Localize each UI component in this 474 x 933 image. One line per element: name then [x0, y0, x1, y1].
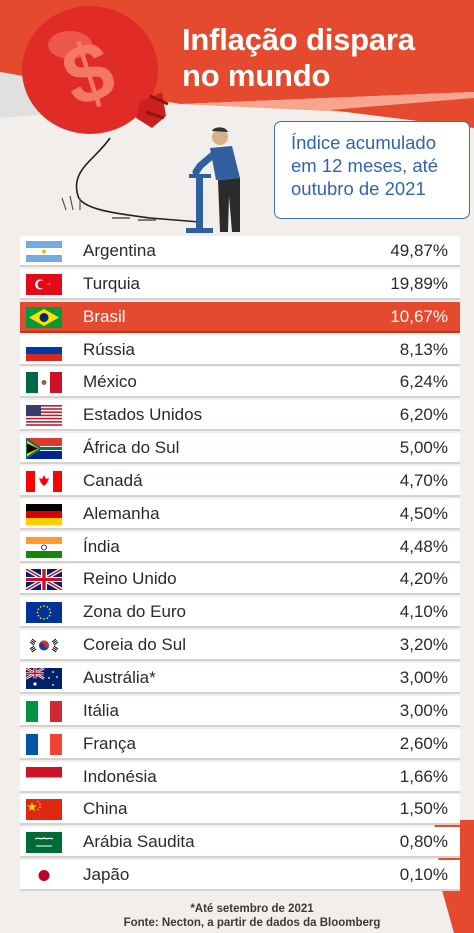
table-row: Canadá 4,70%	[20, 465, 460, 497]
subtitle-line-3: outubro de 2021	[291, 178, 426, 199]
balloon-icon: $	[22, 6, 169, 134]
inflation-value: 4,50%	[399, 503, 448, 523]
table-row: Reino Unido 4,20%	[20, 564, 460, 596]
saudi-arabia-flag-icon	[26, 832, 62, 854]
table-row: França 2,60%	[20, 728, 460, 760]
title-line-2: no mundo	[182, 58, 331, 93]
argentina-flag-icon	[26, 241, 62, 262]
title-line-1: Inflação dispara	[182, 22, 415, 57]
table-row: China 1,50%	[20, 794, 460, 826]
country-name: Indonésia	[83, 766, 157, 786]
country-name: Coreia do Sul	[83, 635, 187, 655]
country-name: Itália	[83, 700, 119, 720]
inflation-value: 5,00%	[399, 438, 448, 458]
country-name: Japão	[83, 865, 130, 885]
inflation-value: 4,20%	[399, 569, 448, 589]
russia-flag-icon	[26, 339, 62, 361]
table-row: Coreia do Sul 3,20%	[20, 630, 460, 662]
table-row: Turquia 19,89%	[20, 268, 460, 300]
country-name: Índia	[83, 536, 120, 556]
germany-flag-icon	[26, 503, 62, 525]
italy-flag-icon	[26, 700, 62, 722]
table-row: Estados Unidos 6,20%	[20, 400, 460, 432]
inflation-value: 3,00%	[399, 700, 448, 720]
turkey-flag-icon	[26, 273, 62, 295]
country-name: Reino Unido	[83, 569, 177, 589]
table-row: Austrália* 3,00%	[20, 662, 460, 694]
brazil-flag-icon	[26, 306, 62, 328]
inflation-value: 1,50%	[399, 799, 448, 819]
inflation-value: 6,20%	[399, 405, 448, 425]
table-row: Zona do Euro 4,10%	[20, 597, 460, 629]
man-icon	[192, 127, 240, 232]
table-row: Indonésia 1,66%	[20, 761, 460, 793]
table-row: México 6,24%	[20, 367, 460, 399]
country-name: Argentina	[83, 241, 156, 260]
inflation-value: 0,10%	[399, 865, 448, 885]
inflation-value: 1,66%	[399, 766, 448, 786]
inflation-value: 10,67%	[390, 306, 448, 326]
country-name: França	[83, 733, 136, 753]
table-row: Arábia Saudita 0,80%	[20, 827, 460, 859]
table-row-highlight: Brasil 10,67%	[20, 301, 460, 333]
inflation-value: 6,24%	[399, 372, 448, 392]
inflation-value: 4,10%	[399, 602, 448, 622]
page-title: Inflação dispara no mundo	[182, 22, 415, 94]
inflation-table: Argentina 49,87% Turquia 19,89% Brasil 1…	[20, 236, 460, 893]
south-africa-flag-icon	[26, 438, 62, 460]
subtitle-line-1: Índice acumulado	[291, 132, 437, 153]
inflation-value: 3,20%	[399, 635, 448, 655]
inflation-value: 0,80%	[399, 832, 448, 852]
footnote-source: Fonte: Necton, a partir de dados da Bloo…	[123, 917, 381, 929]
south-korea-flag-icon	[26, 635, 62, 657]
table-row: África do Sul 5,00%	[20, 433, 460, 465]
canada-flag-icon	[26, 470, 62, 492]
balloon-pump-illustration: $	[22, 6, 240, 233]
inflation-value: 4,48%	[399, 536, 448, 556]
australia-flag-icon	[26, 667, 62, 689]
inflation-value: 4,70%	[399, 470, 448, 490]
uk-flag-icon	[26, 569, 62, 591]
country-name: Estados Unidos	[83, 405, 203, 425]
country-name: Arábia Saudita	[83, 832, 195, 852]
air-pump-icon	[186, 174, 213, 233]
subtitle-box: Índice acumulado em 12 meses, até outubr…	[274, 121, 470, 219]
inflation-value: 3,00%	[399, 667, 448, 687]
country-name: México	[83, 372, 137, 392]
footnote-note: *Até setembro de 2021	[190, 903, 314, 915]
subtitle-line-2: em 12 meses, até	[291, 155, 439, 176]
table-row: Itália 3,00%	[20, 695, 460, 727]
country-name: Alemanha	[83, 503, 160, 523]
table-row: Alemanha 4,50%	[20, 498, 460, 530]
indonesia-flag-icon	[26, 766, 62, 788]
country-name: China	[83, 799, 128, 819]
table-row: Japão 0,10%	[20, 860, 460, 892]
india-flag-icon	[26, 536, 62, 558]
table-row: Rússia 8,13%	[20, 334, 460, 366]
country-name: Austrália*	[83, 667, 156, 687]
country-name: Zona do Euro	[83, 602, 187, 622]
table-row: Índia 4,48%	[20, 531, 460, 563]
country-name: Rússia	[83, 339, 135, 359]
inflation-value: 8,13%	[399, 339, 448, 359]
china-flag-icon	[26, 799, 62, 821]
eu-flag-icon	[26, 602, 62, 624]
footnotes: *Até setembro de 2021 Fonte: Necton, a p…	[0, 902, 474, 931]
inflation-value: 49,87%	[390, 241, 448, 260]
japan-flag-icon	[26, 865, 62, 887]
inflation-value: 19,89%	[390, 273, 448, 293]
inflation-value: 2,60%	[399, 733, 448, 753]
mexico-flag-icon	[26, 372, 62, 394]
country-name: África do Sul	[83, 438, 180, 458]
country-name: Canadá	[83, 470, 143, 490]
usa-flag-icon	[26, 405, 62, 427]
france-flag-icon	[26, 733, 62, 755]
country-name: Brasil	[83, 306, 126, 326]
table-row: Argentina 49,87%	[20, 236, 460, 267]
country-name: Turquia	[83, 273, 141, 293]
